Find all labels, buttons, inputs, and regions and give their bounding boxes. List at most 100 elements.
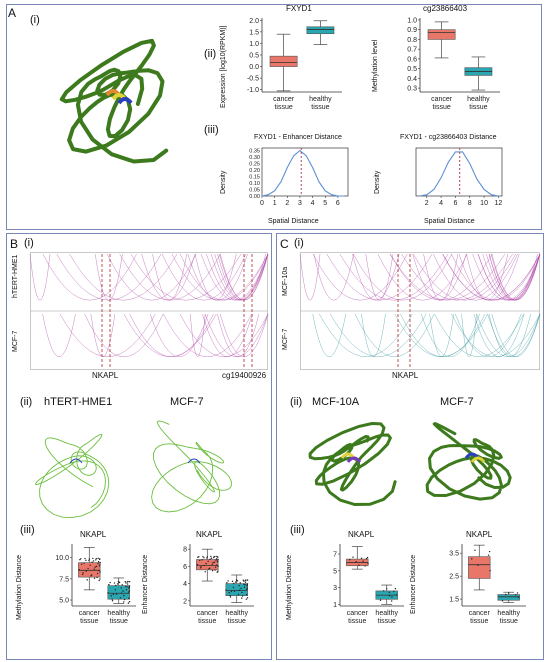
y-tick-label: 0.8 [407, 37, 417, 44]
jitter-point [236, 580, 239, 582]
jitter-point [383, 590, 385, 592]
interaction-arc [106, 253, 197, 301]
x-tick-label: 8 [468, 200, 472, 207]
y-tick-label: 0.30 [249, 155, 260, 161]
jitter-point [120, 587, 122, 589]
jitter-point [234, 581, 237, 583]
y-tick-label: 10.0 [55, 555, 69, 562]
jitter-point [238, 589, 241, 592]
chromatin-fiber [425, 422, 512, 501]
x-tick-label: 12 [495, 200, 503, 207]
structure-image-mcf7-b [151, 420, 232, 513]
jitter-point [217, 558, 219, 561]
jitter-point [237, 593, 240, 596]
jitter-point [91, 561, 93, 563]
jitter-point [244, 584, 246, 586]
struct-c2-label: MCF-7 [440, 396, 474, 408]
jitter-point [82, 572, 84, 574]
jitter-point [81, 573, 84, 576]
jitter-point [215, 559, 217, 561]
jitter-point [245, 598, 248, 600]
panel-c-sub-iii: (iii) [290, 524, 305, 536]
interaction-arc [400, 313, 486, 357]
density-chart-cg-distance: 2 4 6 8 10 12 [415, 147, 503, 207]
y-tick-label: 7.5 [59, 576, 69, 583]
x-category-label: tissue [432, 104, 450, 111]
chromatin-fiber [34, 433, 110, 519]
jitter-point [244, 581, 247, 583]
jitter-point [358, 564, 360, 566]
interaction-arc [194, 253, 237, 301]
interaction-arc [161, 253, 247, 301]
y-tick-label: -0.5 [247, 76, 259, 83]
jitter-point [246, 579, 249, 581]
box-c1-ylabel: Methylation Distance [286, 555, 293, 620]
interaction-arc [217, 313, 260, 357]
plot-frame [261, 147, 349, 197]
jitter-point [118, 581, 121, 584]
track-b-gene: NKAPL [92, 371, 119, 380]
jitter-point [388, 594, 391, 597]
jitter-point [127, 602, 130, 604]
jitter-point [205, 562, 207, 565]
chromatin-fiber [308, 422, 397, 506]
box-healthy [306, 26, 335, 35]
jitter-point [120, 592, 123, 594]
jitter-point [217, 570, 219, 572]
jitter-point [386, 588, 388, 590]
jitter-point [200, 566, 202, 568]
jitter-point [121, 584, 123, 586]
jitter-point [209, 567, 211, 569]
jitter-point [349, 559, 351, 561]
jitter-point [245, 579, 247, 581]
jitter-point [230, 590, 233, 593]
arc-diagram-c [299, 253, 541, 368]
jitter-point [228, 592, 230, 594]
y-tick-label: 0.0 [249, 64, 259, 71]
jitter-point [99, 561, 101, 564]
x-tick-label: 3 [298, 200, 302, 207]
interaction-arc [429, 313, 454, 357]
jitter-point [126, 583, 129, 585]
interaction-arc [179, 253, 269, 301]
jitter-point [128, 580, 131, 583]
jitter-point [199, 567, 202, 569]
density-line [261, 149, 345, 197]
jitter-point [243, 580, 245, 582]
jitter-point [83, 562, 85, 564]
jitter-point [90, 575, 92, 577]
interaction-arc [90, 313, 116, 357]
x-category-label: tissue [500, 618, 518, 625]
jitter-point [92, 557, 94, 560]
jitter-point [122, 601, 125, 603]
box-healthy [225, 583, 248, 596]
x-category-label: healthy [107, 610, 130, 617]
box-b1-ylabel: Methylation Distance [16, 555, 23, 620]
jitter-point [196, 563, 199, 566]
jitter-point [501, 600, 504, 602]
jitter-point [245, 588, 248, 591]
chromatin-fiber [59, 38, 169, 164]
box-healthy [497, 594, 520, 601]
jitter-point [95, 559, 97, 561]
jitter-point [119, 597, 122, 599]
structure-image-mcf10a [308, 422, 397, 506]
jitter-point [88, 559, 90, 562]
y-tick-label: 0.6 [407, 56, 417, 63]
jitter-point [97, 562, 99, 565]
y-tick-label: 1.5 [449, 597, 459, 604]
box-cancer [78, 562, 101, 578]
jitter-point [505, 593, 507, 596]
interaction-arc [42, 253, 137, 301]
highlight-segment [187, 458, 201, 464]
interaction-arc [312, 253, 408, 301]
panel-b-sub-i: (i) [24, 237, 34, 249]
interaction-arc [412, 253, 467, 301]
box-c1-title: NKAPL [348, 530, 375, 539]
panel-c [276, 233, 544, 660]
density-chart-enhancer: 0 1 2 3 4 5 6 0.350.300.250.200.150.100.050.00 [249, 147, 349, 207]
struct-c1-label: MCF-10A [312, 396, 360, 408]
y-tick-label: 1.5 [249, 29, 259, 36]
